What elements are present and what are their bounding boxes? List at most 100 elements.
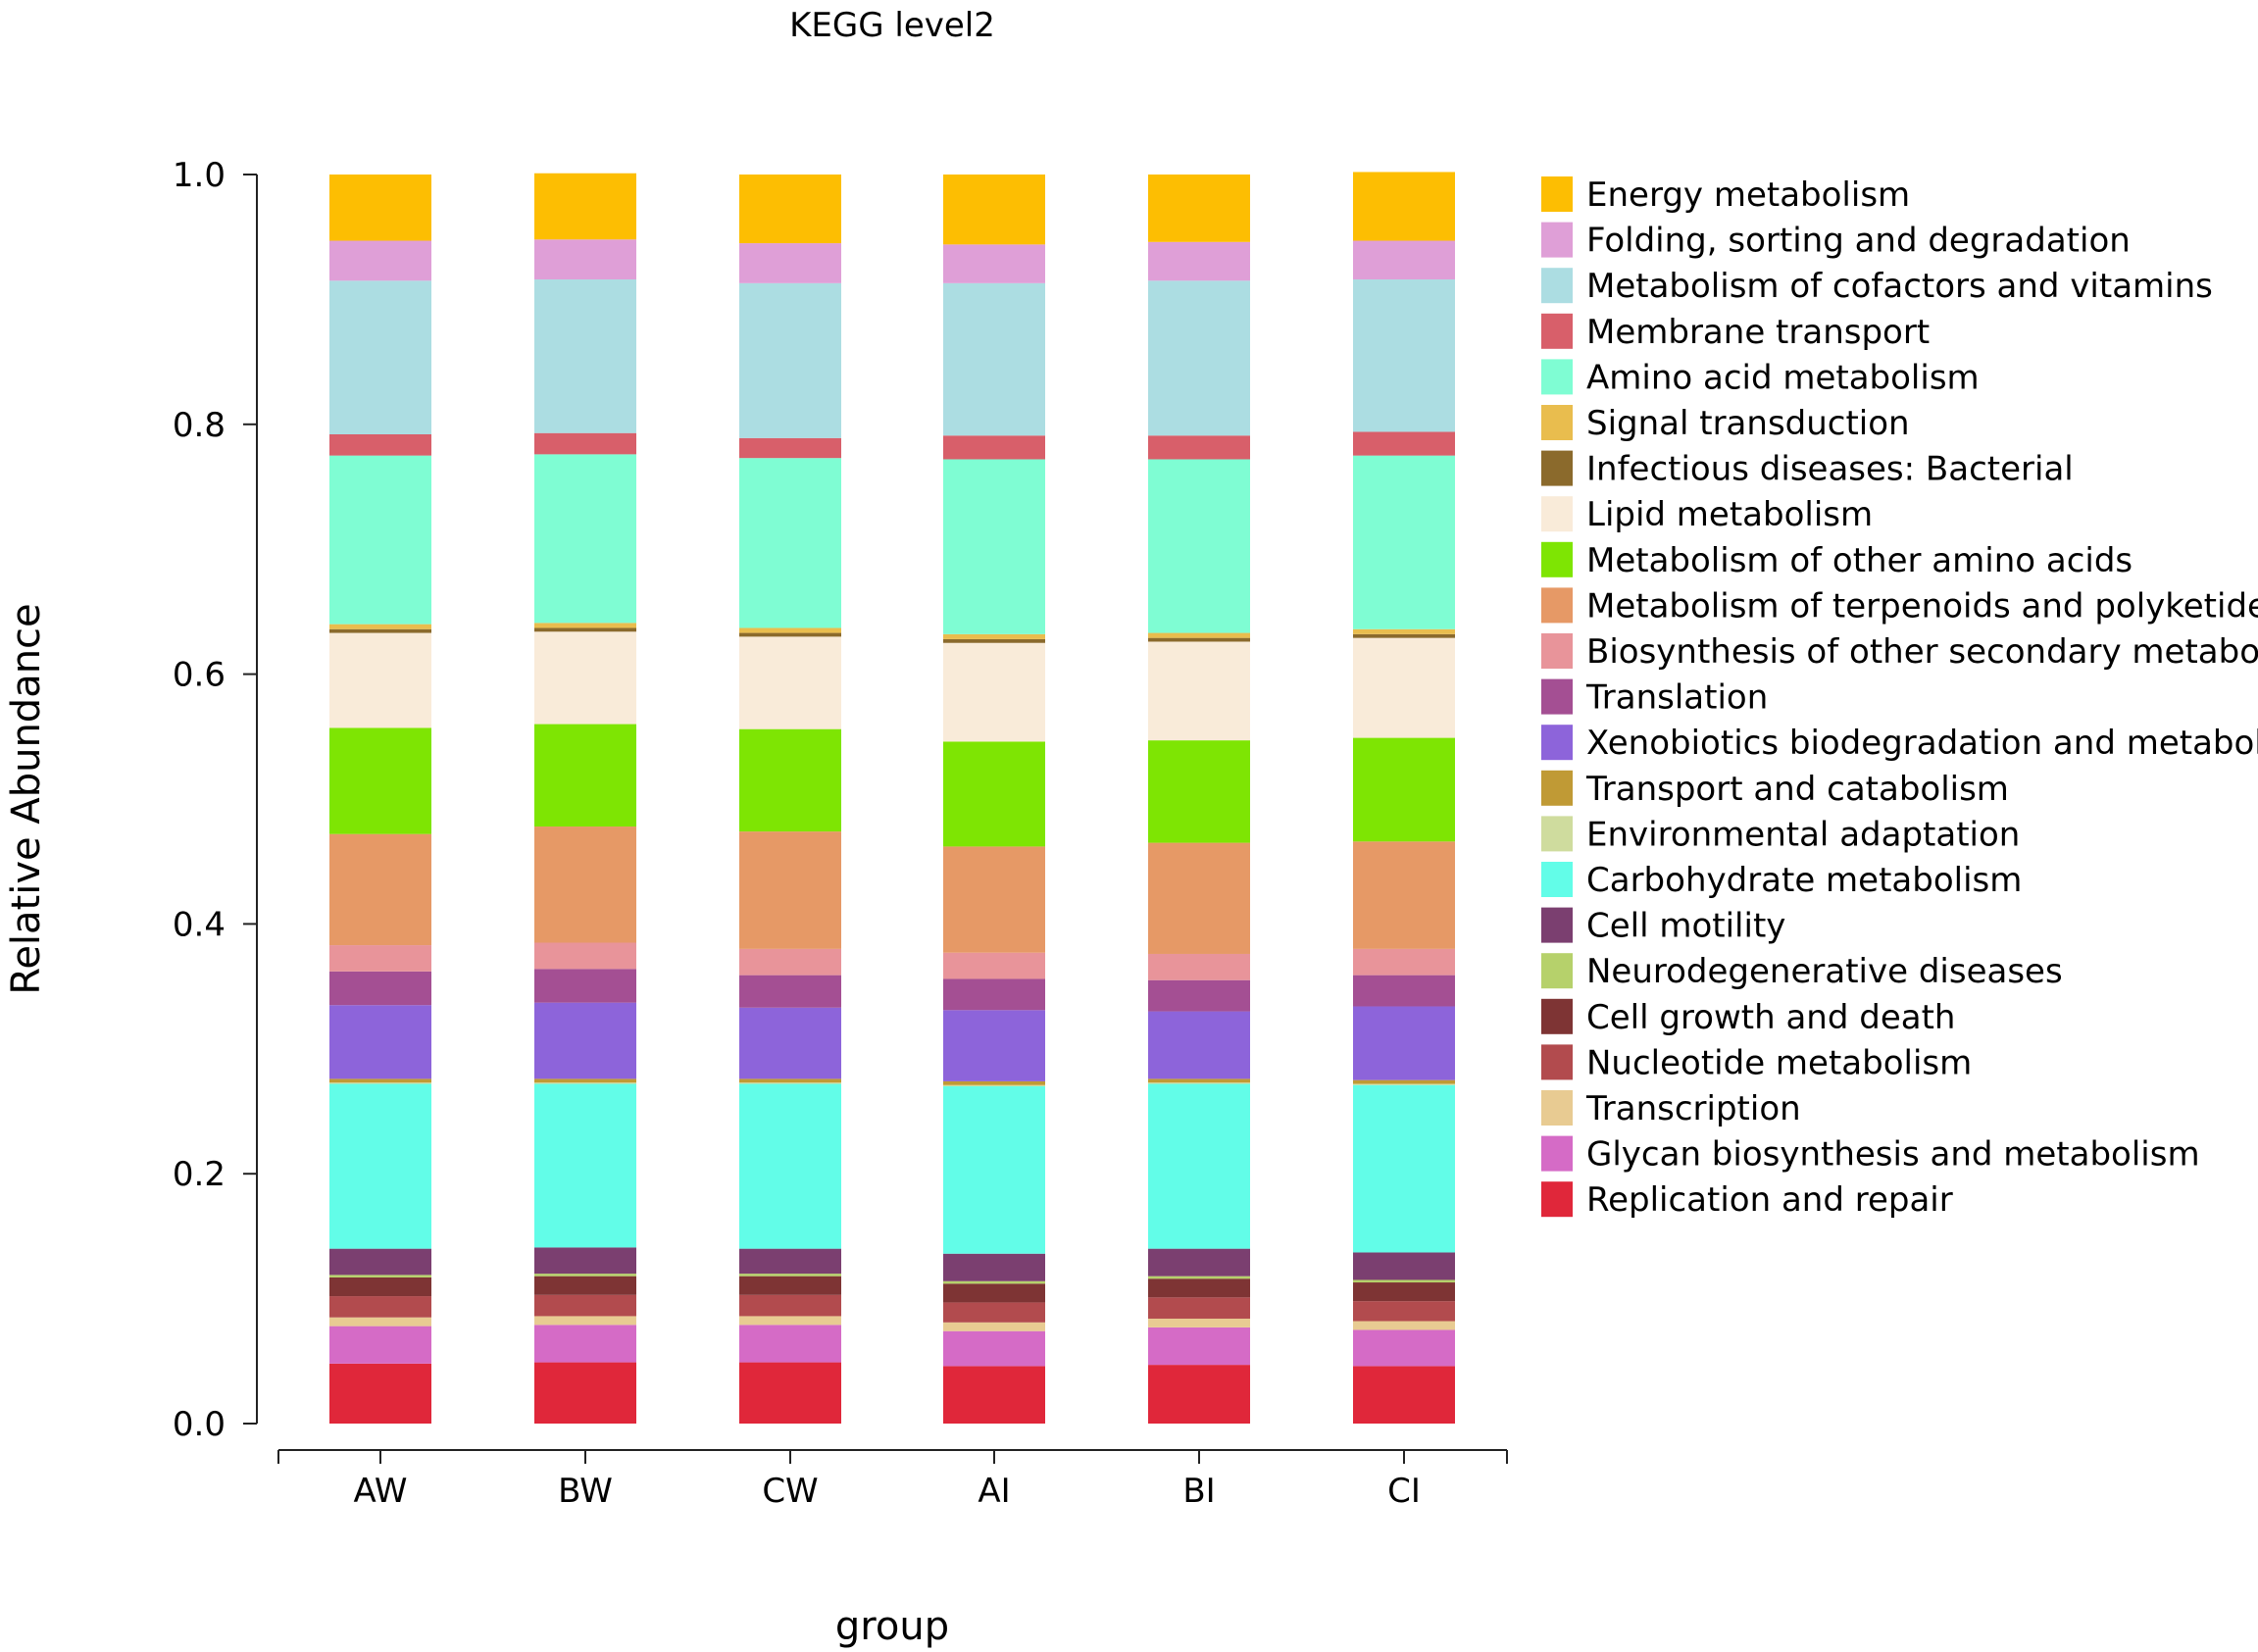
bar-segment — [534, 454, 636, 624]
legend-item: Xenobiotics biodegradation and metabolis… — [1541, 724, 2258, 763]
bar-segment — [1148, 953, 1250, 980]
bar-segment — [739, 1083, 841, 1249]
legend-item: Metabolism of cofactors and vitamins — [1541, 267, 2213, 306]
legend-label: Metabolism of other amino acids — [1586, 541, 2133, 580]
bar-segment — [1353, 1321, 1455, 1330]
x-tick-label: AW — [353, 1472, 407, 1511]
bar-segment — [1148, 979, 1250, 1012]
bar-segment — [1353, 279, 1455, 432]
bar-segment — [1353, 1329, 1455, 1367]
legend-item: Energy metabolism — [1541, 175, 1910, 215]
legend-label: Glycan biosynthesis and metabolism — [1586, 1135, 2200, 1175]
bar-segment — [1148, 1011, 1250, 1079]
bar-segment — [329, 175, 431, 241]
legend-label: Membrane transport — [1586, 313, 1930, 352]
bar-segment — [534, 279, 636, 433]
bar-segment — [1353, 240, 1455, 280]
legend-swatch — [1541, 907, 1573, 943]
legend-label: Cell motility — [1586, 907, 1785, 946]
legend-swatch — [1541, 998, 1573, 1034]
bar-segment — [534, 1078, 636, 1083]
bar-segment — [329, 433, 431, 456]
legend-item: Infectious diseases: Bacterial — [1541, 450, 2074, 489]
bar-segment — [943, 1283, 1045, 1303]
bar-segment — [534, 1083, 636, 1248]
legend-swatch — [1541, 1090, 1573, 1126]
bar-segment — [329, 240, 431, 281]
bar-segment — [1148, 641, 1250, 741]
bar-segment — [534, 1247, 636, 1275]
bar-segment — [1148, 1248, 1250, 1277]
legend-swatch — [1541, 405, 1573, 440]
bar-segment — [534, 1276, 636, 1295]
x-tick-label: CI — [1387, 1472, 1421, 1511]
y-tick-label: 0.0 — [173, 1405, 226, 1444]
bar-segment — [739, 1274, 841, 1277]
bar-segment — [739, 1276, 841, 1295]
legend-label: Energy metabolism — [1586, 175, 1910, 215]
bar-segment — [329, 1277, 431, 1297]
bar-segment — [943, 952, 1045, 979]
legend-swatch — [1541, 313, 1573, 349]
legend-item: Metabolism of other amino acids — [1541, 541, 2133, 580]
bar-segment — [739, 632, 841, 637]
bar-segment — [1148, 1318, 1250, 1327]
legend-label: Xenobiotics biodegradation and metabolis… — [1586, 724, 2258, 763]
legend-label: Carbohydrate metabolism — [1586, 861, 2022, 900]
y-tick-label: 0.6 — [173, 656, 226, 695]
bar-segment — [1353, 431, 1455, 456]
bar-stack-bw — [534, 173, 636, 1424]
bar-segment — [943, 459, 1045, 634]
bar-segment — [1353, 1301, 1455, 1322]
y-tick-label: 0.2 — [173, 1155, 226, 1194]
legend-item: Transport and catabolism — [1541, 770, 2009, 809]
legend-item: Environmental adaptation — [1541, 815, 2020, 854]
x-axis: AW BW CW AI BI CI — [277, 1449, 1508, 1511]
bar-segment — [943, 846, 1045, 953]
bar-segment — [329, 1078, 431, 1083]
legend-label: Metabolism of cofactors and vitamins — [1586, 267, 2213, 306]
legend-swatch — [1541, 816, 1573, 852]
legend-swatch — [1541, 770, 1573, 806]
bar-segment — [534, 1082, 636, 1084]
legend-item: Lipid metabolism — [1541, 495, 1873, 534]
bar-segment — [943, 1322, 1045, 1331]
legend-item: Biosynthesis of other secondary metaboli… — [1541, 632, 2258, 672]
bar-segment — [329, 1275, 431, 1277]
bar-segment — [739, 282, 841, 438]
bar-segment — [1148, 632, 1250, 638]
bar-segment — [943, 1366, 1045, 1424]
legend-swatch — [1541, 222, 1573, 258]
bar-segment — [943, 633, 1045, 639]
bar-segment — [534, 1316, 636, 1326]
bar-segment — [943, 1253, 1045, 1281]
bar-segment — [1148, 241, 1250, 281]
bar-segment — [534, 1362, 636, 1424]
bar-segment — [739, 948, 841, 976]
bar-segment — [534, 1294, 636, 1317]
legend-swatch — [1541, 496, 1573, 532]
bar-segment — [943, 642, 1045, 742]
legend-item: Folding, sorting and degradation — [1541, 222, 2131, 261]
legend-swatch — [1541, 587, 1573, 624]
legend-item: Cell motility — [1541, 907, 1785, 946]
legend-label: Replication and repair — [1586, 1180, 1953, 1220]
bar-segment — [1353, 1006, 1455, 1080]
bar-segment — [329, 727, 431, 834]
bar-segment — [329, 1082, 431, 1084]
bar-segment — [739, 1294, 841, 1317]
bar-segment — [739, 627, 841, 633]
bar-segment — [534, 623, 636, 628]
bar-segment — [943, 1302, 1045, 1323]
bar-segment — [739, 1325, 841, 1363]
legend-swatch — [1541, 953, 1573, 989]
bar-segment — [534, 239, 636, 280]
bar-segment — [1353, 633, 1455, 638]
bar-segment — [943, 435, 1045, 460]
x-tick-label: BW — [558, 1472, 613, 1511]
legend-label: Amino acid metabolism — [1586, 358, 1980, 397]
legend-label: Environmental adaptation — [1586, 815, 2020, 854]
bar-stack-aw — [329, 175, 431, 1424]
bar-segment — [1148, 1278, 1250, 1298]
